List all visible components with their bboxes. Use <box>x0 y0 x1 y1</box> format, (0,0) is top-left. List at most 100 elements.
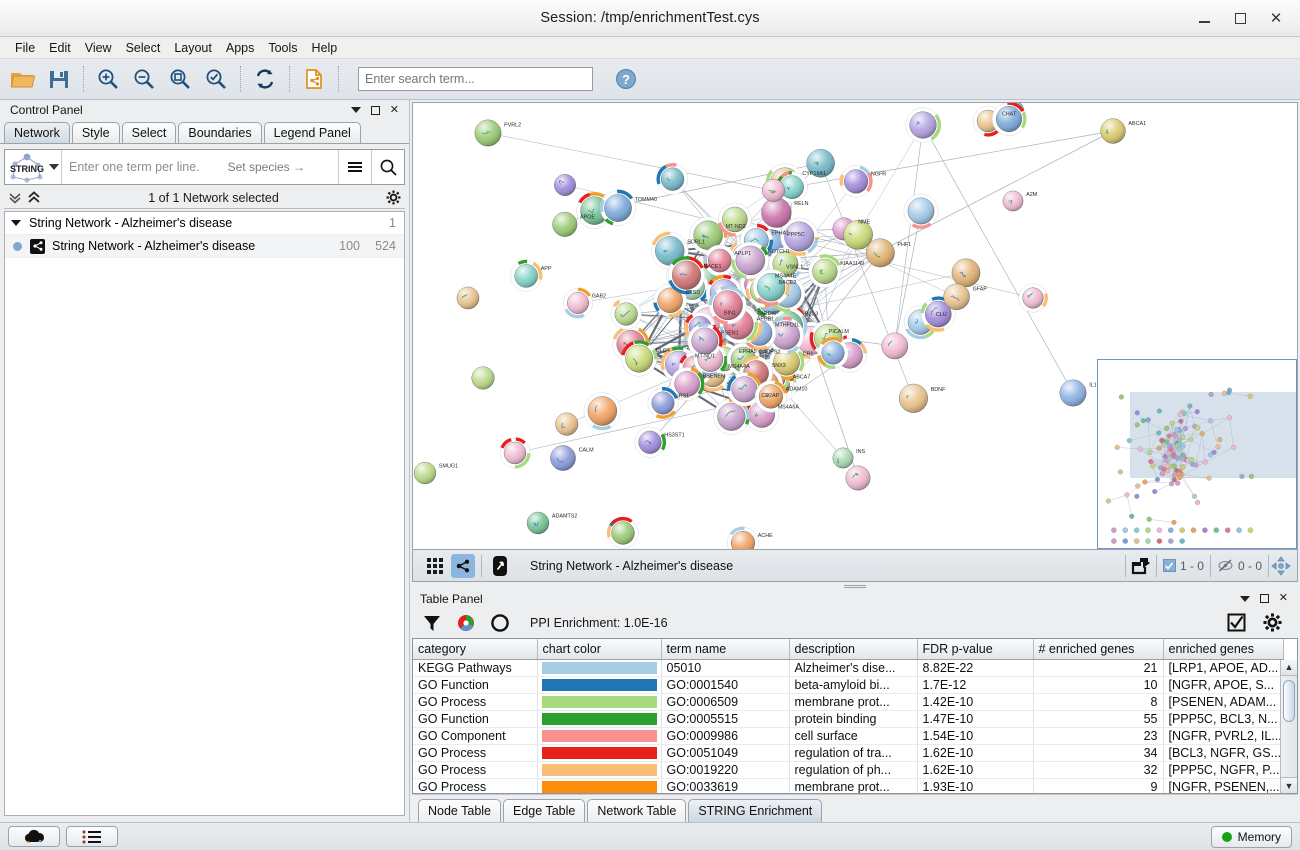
network-node[interactable] <box>752 269 790 306</box>
scroll-up-arrow-icon[interactable]: ▲ <box>1281 659 1297 676</box>
network-node[interactable] <box>607 516 639 549</box>
table-row[interactable]: GO Process GO:0051049 regulation of tra...… <box>413 744 1284 763</box>
menu-help[interactable]: Help <box>311 40 338 55</box>
minimize-button[interactable] <box>1194 8 1214 28</box>
filter-icon[interactable] <box>420 611 444 635</box>
network-node[interactable] <box>689 216 728 254</box>
expand-all-icon[interactable] <box>27 191 41 204</box>
network-node[interactable] <box>610 298 642 330</box>
selected-nodes-counter[interactable]: 1 - 0 <box>1157 559 1210 573</box>
hamburger-icon[interactable] <box>338 150 371 184</box>
refresh-icon[interactable] <box>248 62 282 96</box>
network-node[interactable] <box>754 380 788 413</box>
col-enriched-genes[interactable]: enriched genes <box>1163 638 1284 661</box>
network-node[interactable] <box>1059 379 1087 407</box>
overview-viewport-rect[interactable] <box>1129 391 1296 479</box>
table-row[interactable]: GO Component GO:0009986 cell surface 1.54E-… <box>413 727 1284 746</box>
annotation-icon[interactable] <box>488 554 512 578</box>
fit-content-icon[interactable] <box>1269 554 1293 578</box>
zoom-fit-icon[interactable] <box>163 62 197 96</box>
help-icon[interactable]: ? <box>609 62 643 96</box>
network-node[interactable] <box>667 256 706 295</box>
col-enriched-count[interactable]: # enriched genes <box>1033 638 1164 661</box>
network-node[interactable] <box>550 445 576 471</box>
tab-string-enrichment[interactable]: STRING Enrichment <box>688 799 823 822</box>
network-node[interactable] <box>761 197 792 228</box>
col-description[interactable]: description <box>789 638 918 661</box>
menu-apps[interactable]: Apps <box>225 40 255 55</box>
tab-network[interactable]: Network <box>4 122 70 143</box>
open-folder-icon[interactable] <box>6 62 40 96</box>
network-list[interactable]: String Network - Alzheimer's disease 1 S… <box>4 211 405 816</box>
menu-edit[interactable]: Edit <box>49 40 71 55</box>
network-collection-row[interactable]: String Network - Alzheimer's disease 1 <box>5 212 404 235</box>
tab-style[interactable]: Style <box>71 122 120 143</box>
menu-layout[interactable]: Layout <box>174 40 212 55</box>
cloud-icon[interactable] <box>8 826 60 847</box>
network-node[interactable] <box>413 461 437 485</box>
scroll-down-arrow-icon[interactable]: ▼ <box>1281 777 1297 793</box>
export-image-icon[interactable] <box>1126 554 1156 578</box>
table-row[interactable]: GO Function GO:0005515 protein binding 1.47… <box>413 710 1284 729</box>
chart-color-icon[interactable] <box>454 611 478 635</box>
network-node[interactable] <box>599 189 636 226</box>
search-input[interactable] <box>358 67 593 91</box>
network-node[interactable] <box>726 372 762 407</box>
network-node[interactable] <box>708 285 747 325</box>
network-node[interactable] <box>951 258 981 288</box>
network-node[interactable] <box>555 412 579 436</box>
menu-file[interactable]: File <box>15 40 36 55</box>
share-document-icon[interactable] <box>297 62 331 96</box>
table-chevron-down-icon[interactable] <box>1239 595 1250 602</box>
network-node[interactable] <box>552 211 578 237</box>
network-node[interactable] <box>817 337 849 369</box>
network-node[interactable] <box>1100 118 1126 144</box>
tab-select[interactable]: Select <box>121 122 177 143</box>
network-node[interactable] <box>898 383 928 413</box>
network-node[interactable] <box>905 107 942 143</box>
network-node[interactable] <box>583 392 622 431</box>
close-button[interactable]: ✕ <box>1269 10 1283 27</box>
network-node[interactable] <box>943 283 970 310</box>
settings-gear-icon[interactable] <box>386 190 401 205</box>
network-node[interactable] <box>843 220 873 250</box>
string-logo-icon[interactable]: STRING <box>5 150 49 184</box>
table-row[interactable]: GO Process GO:0006509 membrane prot... 1.42… <box>413 693 1284 712</box>
network-node[interactable] <box>474 119 502 147</box>
network-node[interactable] <box>471 366 495 390</box>
vertical-splitter[interactable] <box>410 582 1300 590</box>
network-node[interactable] <box>761 178 785 202</box>
network-node[interactable] <box>832 447 854 469</box>
expand-triangle-icon[interactable] <box>11 220 21 226</box>
tab-node-table[interactable]: Node Table <box>418 799 502 822</box>
network-node[interactable] <box>806 149 835 178</box>
network-node[interactable] <box>726 526 760 549</box>
network-node[interactable] <box>687 323 723 359</box>
eye-slash-icon[interactable] <box>1217 559 1234 572</box>
hidden-nodes-counter[interactable]: 0 - 0 <box>1211 559 1268 573</box>
network-node[interactable] <box>881 332 909 360</box>
network-node[interactable] <box>731 241 770 280</box>
network-node[interactable] <box>563 287 593 319</box>
network-node[interactable] <box>1018 283 1048 313</box>
scrollbar-thumb[interactable] <box>1283 679 1295 722</box>
network-item-row[interactable]: String Network - Alzheimer's disease 100… <box>5 235 404 258</box>
network-node[interactable] <box>670 367 705 401</box>
save-icon[interactable] <box>42 62 76 96</box>
network-node[interactable] <box>621 340 658 377</box>
network-node[interactable] <box>845 465 871 491</box>
tab-legend-panel[interactable]: Legend Panel <box>263 122 361 143</box>
network-node[interactable] <box>718 202 752 237</box>
col-fdr-pvalue[interactable]: FDR p-value <box>917 638 1034 661</box>
float-panel-icon[interactable] <box>370 105 380 115</box>
network-node[interactable] <box>775 170 808 204</box>
network-node[interactable] <box>510 259 543 292</box>
select-all-checkbox-icon[interactable] <box>1224 611 1248 635</box>
network-node[interactable] <box>1002 190 1024 212</box>
network-node[interactable] <box>865 238 895 268</box>
tab-network-table[interactable]: Network Table <box>587 799 687 822</box>
table-settings-gear-icon[interactable] <box>1260 611 1284 635</box>
menu-view[interactable]: View <box>84 40 112 55</box>
memory-status-button[interactable]: Memory <box>1210 825 1292 848</box>
network-node[interactable] <box>647 387 679 419</box>
